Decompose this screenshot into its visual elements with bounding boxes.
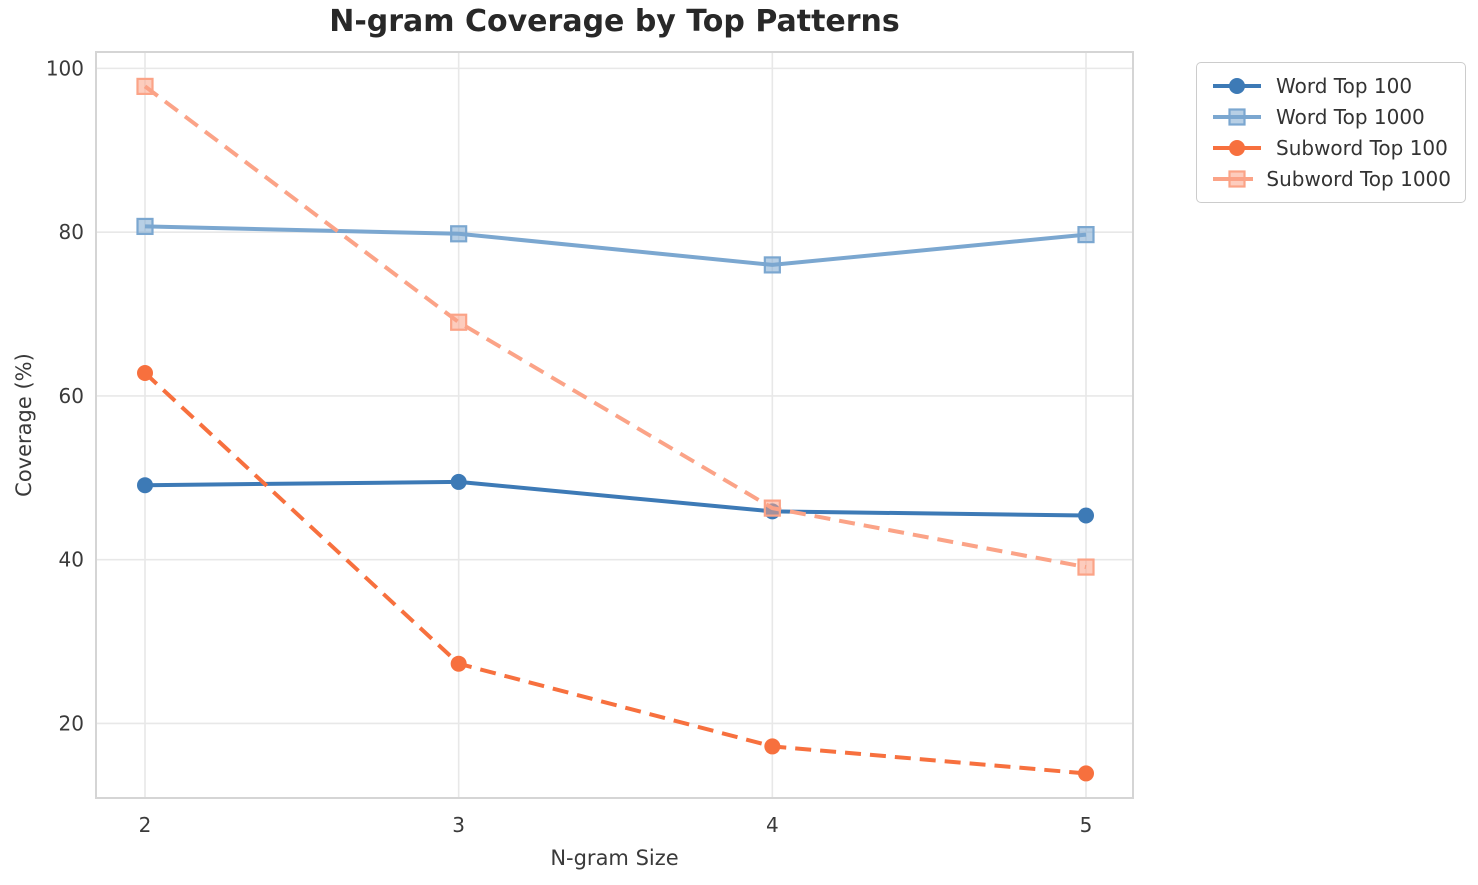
data-point-circle (450, 473, 467, 490)
legend-marker (1213, 108, 1261, 126)
legend-item: Word Top 100 (1211, 73, 1451, 99)
data-point-circle (1229, 78, 1245, 94)
y-tick-label: 100 (46, 56, 84, 80)
series-line (144, 224, 1087, 267)
legend-item: Word Top 1000 (1211, 104, 1451, 130)
y-tick-label: 40 (59, 548, 84, 572)
legend-label: Subword Top 100 (1276, 136, 1448, 160)
data-point-square (1077, 226, 1095, 244)
legend-label: Word Top 100 (1276, 74, 1413, 98)
data-point-square (136, 217, 154, 236)
x-axis-label: N-gram Size (550, 846, 679, 870)
data-point-circle (1078, 765, 1094, 782)
data-point-square (1077, 558, 1095, 576)
legend-marker (1213, 78, 1261, 94)
plot-border (95, 51, 1134, 799)
y-tick-label: 20 (59, 711, 84, 735)
series-line (143, 371, 1087, 776)
data-point-square (136, 77, 154, 95)
data-point-square (450, 313, 468, 331)
legend: Word Top 100 Word Top 1000 Subword Top 100… (1196, 62, 1466, 203)
y-tick-label: 80 (59, 220, 84, 244)
data-point-circle (450, 655, 467, 672)
x-tick-label: 2 (139, 813, 152, 837)
data-point-circle (1078, 507, 1094, 524)
series-word-top-1000 (136, 217, 1095, 274)
legend-item: Subword Top 1000 (1211, 166, 1451, 192)
y-axis-label: Coverage (%) (12, 353, 36, 497)
x-tick-label: 3 (452, 813, 465, 837)
data-point-square (1228, 108, 1246, 126)
legend-label: Subword Top 1000 (1266, 167, 1451, 191)
data-point-square (763, 499, 781, 517)
y-tick-label: 60 (59, 384, 84, 408)
data-point-circle (764, 738, 781, 755)
data-point-circle (137, 477, 153, 494)
legend-marker (1213, 170, 1254, 188)
data-point-square (763, 256, 781, 274)
data-point-circle (137, 365, 153, 382)
x-tick-label: 4 (766, 813, 779, 837)
data-point-square (450, 225, 468, 243)
data-point-circle (1229, 140, 1245, 156)
data-point-square (1228, 170, 1246, 188)
series-subword-top-1000 (136, 77, 1095, 576)
legend-marker (1213, 140, 1261, 156)
legend-label: Word Top 1000 (1276, 105, 1425, 129)
series-line (144, 479, 1087, 518)
chart-title: N-gram Coverage by Top Patterns (329, 4, 900, 39)
x-tick-label: 5 (1080, 813, 1093, 837)
legend-item: Subword Top 100 (1211, 135, 1451, 161)
series-subword-top-100 (137, 365, 1094, 782)
